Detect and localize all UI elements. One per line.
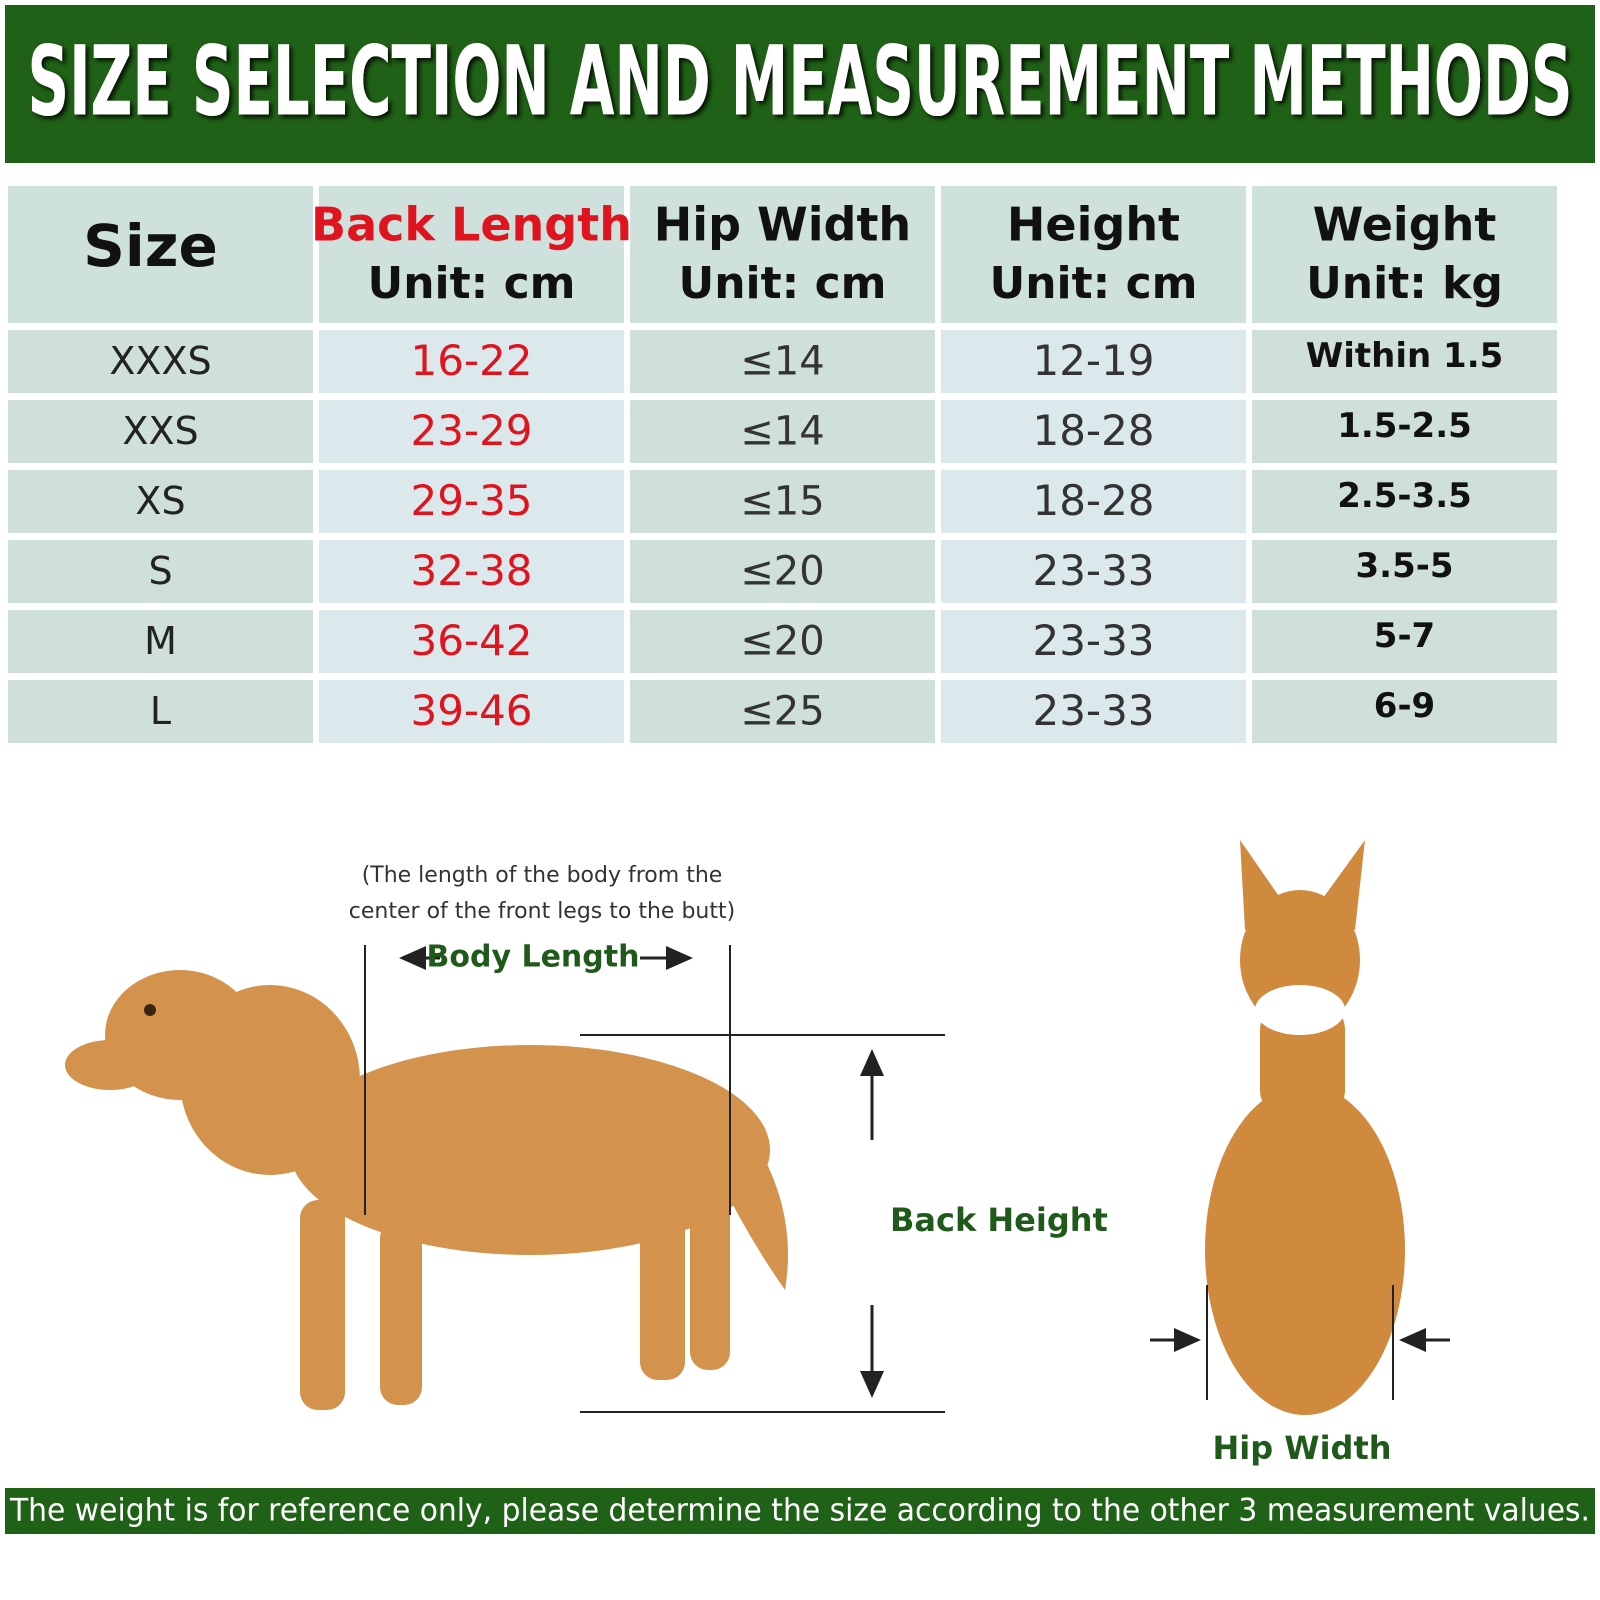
size-table: Size Back Length Unit: cm Hip Width Unit: cm… xyxy=(8,186,1557,743)
note-line: center of the front legs to the butt) xyxy=(349,899,735,924)
dog-back xyxy=(1205,840,1405,1415)
cell xyxy=(941,540,1246,603)
cell-text: 5-7 xyxy=(1374,616,1435,656)
cell xyxy=(1252,540,1557,603)
header-cell xyxy=(8,186,313,323)
cell xyxy=(630,470,935,533)
cell xyxy=(319,610,624,673)
cell-text: 39-46 xyxy=(410,686,532,735)
cell xyxy=(941,470,1246,533)
column-unit: Unit: kg xyxy=(1306,258,1503,309)
dog-collar xyxy=(1255,985,1345,1035)
cell-text: M xyxy=(144,619,177,663)
cell-text: 23-33 xyxy=(1032,616,1154,665)
cell-text: ≤25 xyxy=(740,689,824,735)
cell xyxy=(8,400,313,463)
cell xyxy=(8,330,313,393)
cell xyxy=(941,400,1246,463)
column-title: Hip Width xyxy=(654,198,911,252)
cell-text: 32-38 xyxy=(410,546,532,595)
hip-width-label: Hip Width xyxy=(1212,1429,1391,1467)
cell-text: 2.5-3.5 xyxy=(1337,476,1472,516)
cell xyxy=(319,540,624,603)
cell-text: 23-33 xyxy=(1032,686,1154,735)
cell xyxy=(630,400,935,463)
column-unit: Unit: cm xyxy=(678,258,886,309)
cell xyxy=(319,470,624,533)
cell-text: ≤14 xyxy=(740,409,824,455)
footer: The weight is for reference only, please… xyxy=(9,1493,1590,1529)
dog-eye xyxy=(144,1004,156,1016)
title: SIZE SELECTION AND MEASUREMENT METHODS xyxy=(28,25,1573,137)
column-unit: Unit: cm xyxy=(989,258,1197,309)
body-length-label: Body Length xyxy=(427,940,640,975)
cell xyxy=(941,610,1246,673)
note-line: (The length of the body from the xyxy=(362,863,723,888)
title-banner xyxy=(5,5,1595,163)
column-title: Size xyxy=(83,212,218,280)
cell xyxy=(1252,680,1557,743)
cell-text: ≤20 xyxy=(740,549,824,595)
cell-text: XXS xyxy=(122,409,198,453)
cell-text: 18-28 xyxy=(1032,476,1154,525)
cell-text: 3.5-5 xyxy=(1356,546,1454,586)
cell-text: 6-9 xyxy=(1374,686,1435,726)
cell-text: 29-35 xyxy=(410,476,532,525)
cell xyxy=(630,680,935,743)
cell xyxy=(630,540,935,603)
cell-text: 16-22 xyxy=(410,336,532,385)
cell xyxy=(319,330,624,393)
header-cell xyxy=(1252,186,1557,323)
cell xyxy=(8,470,313,533)
cell xyxy=(1252,330,1557,393)
cell xyxy=(1252,610,1557,673)
back-height-label: Back Height xyxy=(890,1201,1108,1239)
header-cell xyxy=(630,186,935,323)
cell-text: Within 1.5 xyxy=(1306,336,1504,376)
cell-text: ≤14 xyxy=(740,339,824,385)
cell xyxy=(8,540,313,603)
cell-text: XS xyxy=(135,479,185,523)
cell-text: 18-28 xyxy=(1032,406,1154,455)
header-cell xyxy=(941,186,1246,323)
cell-text: L xyxy=(150,689,171,733)
column-unit: Unit: cm xyxy=(367,258,575,309)
cell xyxy=(8,610,313,673)
cell xyxy=(8,680,313,743)
cell xyxy=(941,680,1246,743)
cell xyxy=(319,400,624,463)
dog-side xyxy=(65,970,788,1410)
cell-text: ≤20 xyxy=(740,619,824,665)
cell-text: 12-19 xyxy=(1032,336,1154,385)
footer-banner xyxy=(5,1488,1595,1534)
column-title: Height xyxy=(1007,198,1180,252)
cell-text: S xyxy=(148,549,172,593)
cell-text: 36-42 xyxy=(410,616,532,665)
cell xyxy=(941,330,1246,393)
cell xyxy=(630,610,935,673)
cell-text: 1.5-2.5 xyxy=(1337,406,1472,446)
cell xyxy=(1252,400,1557,463)
header-cell xyxy=(319,186,624,323)
cell-text: 23-33 xyxy=(1032,546,1154,595)
cell-text: ≤15 xyxy=(740,479,824,525)
cell-text: 23-29 xyxy=(410,406,532,455)
cell xyxy=(319,680,624,743)
diagram: (The length of the body from the center … xyxy=(65,840,1450,1467)
column-title: Weight xyxy=(1313,198,1497,252)
cell-text: XXXS xyxy=(109,339,211,383)
column-title: Back Length xyxy=(311,198,632,252)
cell xyxy=(630,330,935,393)
cell xyxy=(1252,470,1557,533)
